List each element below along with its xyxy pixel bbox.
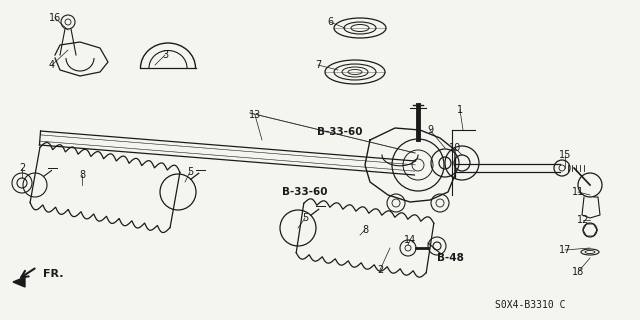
Text: 8: 8 [79, 170, 85, 180]
Text: 12: 12 [577, 215, 589, 225]
Text: 6: 6 [327, 17, 333, 27]
Text: 15: 15 [559, 150, 571, 160]
Text: 17: 17 [559, 245, 571, 255]
Text: B-48: B-48 [436, 253, 463, 263]
Text: S0X4-B3310 C: S0X4-B3310 C [495, 300, 565, 310]
Text: B-33-60: B-33-60 [317, 127, 363, 137]
Polygon shape [13, 277, 25, 287]
Text: 4: 4 [49, 60, 55, 70]
Text: 13: 13 [249, 110, 261, 120]
Text: 2: 2 [19, 163, 25, 173]
Text: 11: 11 [572, 187, 584, 197]
Text: 2: 2 [377, 265, 383, 275]
Text: B-33-60: B-33-60 [282, 187, 328, 197]
Text: 3: 3 [162, 50, 168, 60]
Text: 9: 9 [427, 125, 433, 135]
Text: 8: 8 [362, 225, 368, 235]
Text: 5: 5 [302, 213, 308, 223]
Text: FR.: FR. [43, 269, 63, 279]
Text: 10: 10 [449, 143, 461, 153]
Text: 5: 5 [187, 167, 193, 177]
Text: 1: 1 [457, 105, 463, 115]
Text: 18: 18 [572, 267, 584, 277]
Text: 7: 7 [315, 60, 321, 70]
Text: 16: 16 [49, 13, 61, 23]
Text: 14: 14 [404, 235, 416, 245]
